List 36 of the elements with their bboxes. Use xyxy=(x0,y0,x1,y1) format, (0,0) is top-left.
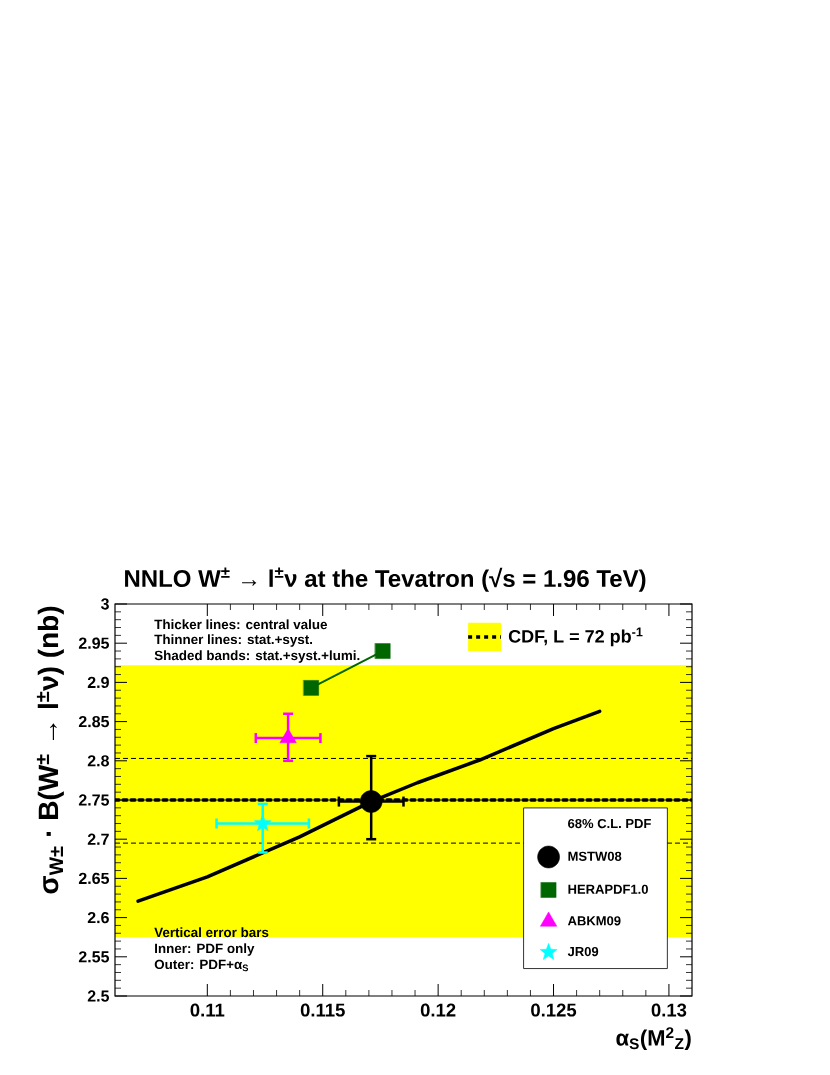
x-tick-label: 0.12 xyxy=(420,1003,456,1017)
point xyxy=(279,728,297,744)
y-tick-label: 2.75 xyxy=(78,794,110,806)
y-tick-label: 2.65 xyxy=(78,872,110,885)
y-tick-label: 2.55 xyxy=(78,951,110,963)
point xyxy=(303,680,319,696)
point xyxy=(374,643,391,659)
legend-label: HERAPDF1.0 xyxy=(568,884,648,894)
y-tick-label: 2.85 xyxy=(78,715,110,728)
x-axis-title: α$_{S}$(M$^{2}$$_{Z}$) xyxy=(616,1027,691,1051)
x-tick-label: 0.125 xyxy=(531,1003,577,1017)
y-tick-label: 2.8 xyxy=(87,755,109,767)
y-tick-label: 2.7 xyxy=(87,833,109,845)
annotation: Vertical error bars xyxy=(154,927,269,938)
legend-label: ABKM09 xyxy=(567,916,621,926)
chart-title: NNLO W$^{±}$ → l$^{±}$ν at the Tevatron (√s = 1.96 TeV) xyxy=(125,567,646,592)
y-tick-label: 2.5 xyxy=(87,990,110,1002)
legend-label: CDF, L = 72 pb$^{-1}$ xyxy=(508,627,643,647)
legend-label: MSTW08 xyxy=(568,851,622,861)
y-tick-label: 2.6 xyxy=(87,911,109,924)
legend-title: 68% C.L. PDF xyxy=(568,818,651,829)
point xyxy=(359,790,383,813)
point xyxy=(253,814,272,832)
annotation: Thicker lines: central value xyxy=(154,619,328,630)
x-tick-label: 0.11 xyxy=(190,1003,225,1017)
annotation: Outer: PDF+α$_{S}$ xyxy=(154,959,249,972)
x-tick-label: 0.115 xyxy=(300,1003,345,1017)
annotation: Inner: PDF only xyxy=(155,943,255,956)
annotation: Shaded bands: stat.+syst.+lumi. xyxy=(154,650,360,663)
y-tick-label: 2.95 xyxy=(78,637,110,649)
y-tick-label: 2.9 xyxy=(87,676,109,689)
y-axis-title: σ$_{W±}$ · B(W$^{±}$ → l$^{±}$ν) (nb) xyxy=(36,606,64,894)
y-tick-label: 3 xyxy=(100,598,109,610)
legend-label: JR09 xyxy=(567,946,599,957)
annotation: Thinner lines: stat.+syst. xyxy=(154,634,313,647)
x-tick-label: 0.13 xyxy=(651,1003,687,1017)
